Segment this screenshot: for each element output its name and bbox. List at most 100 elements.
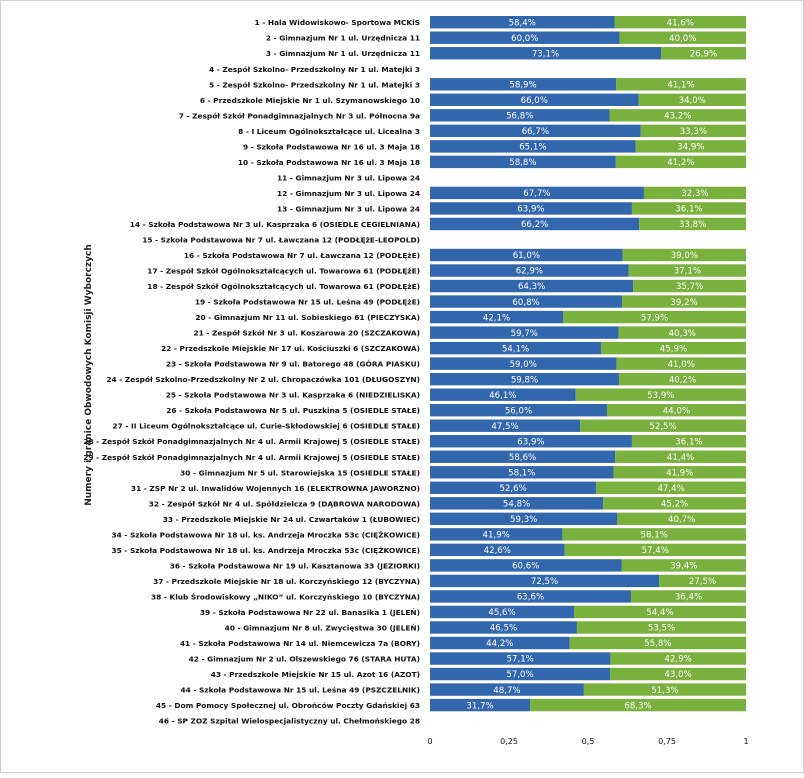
data-label-series-a: 62,9% bbox=[516, 267, 543, 277]
data-label-series-a: 66,0% bbox=[521, 96, 548, 106]
bar-segment-series-a bbox=[430, 326, 619, 339]
bar-segment-series-a bbox=[430, 419, 581, 432]
category-label: 28 - Zespół Szkół Ponadgimnazjalnych Nr … bbox=[83, 437, 420, 446]
bar-segment-series-b bbox=[616, 78, 746, 91]
bar-segment-series-a bbox=[430, 404, 607, 417]
bar-segment-series-b bbox=[615, 450, 746, 463]
category-label: 31 - ZSP Nr 2 ul. Inwalidów Wojennych 16… bbox=[131, 484, 420, 493]
category-label: 29 - Zespół Szkół Ponadgimnazjalnych Nr … bbox=[83, 453, 420, 462]
category-label: 39 - Szkoła Podstawowa Nr 22 ul. Banasik… bbox=[200, 608, 420, 617]
x-tick-label: 0,75 bbox=[658, 737, 676, 746]
category-label: 12 - Gimnazjum Nr 3 ul. Lipowa 24 bbox=[277, 189, 420, 198]
data-label-series-a: 73,1% bbox=[532, 49, 559, 59]
bar-segment-series-a bbox=[430, 543, 565, 557]
data-label-series-b: 44,0% bbox=[663, 406, 690, 416]
x-tick-label: 0,25 bbox=[500, 737, 518, 746]
bar-segment-series-b bbox=[596, 481, 746, 494]
category-label: 13 - Gimnazjum Nr 3 ul. Lipowa 24 bbox=[277, 204, 420, 213]
bar-segment-series-a bbox=[430, 93, 639, 106]
data-label-series-b: 45,9% bbox=[660, 344, 687, 354]
bar-segment-series-b bbox=[622, 295, 746, 308]
data-label-series-b: 43,0% bbox=[664, 670, 691, 680]
category-label: 25 - Szkoła Podstawowa Nr 3 ul. Kasprzak… bbox=[166, 391, 420, 400]
bar-segment-series-a bbox=[430, 357, 617, 370]
data-label-series-b: 36,4% bbox=[675, 593, 702, 603]
data-label-series-b: 43,2% bbox=[664, 112, 691, 122]
bar-segment-series-b bbox=[606, 404, 746, 417]
bar-segment-series-a bbox=[430, 341, 601, 355]
category-label: 20 - Gimnazjum Nr 11 ul. Sobieskiego 61 … bbox=[195, 313, 420, 322]
bars-group: 58,4% 41,6% 60,0% 40,0% 73,1% 26,9% 58,9% 41,1%… bbox=[430, 16, 746, 712]
bar-segment-series-b bbox=[613, 466, 746, 479]
category-label: 34 - Szkoła Podstawowa Nr 18 ul. ks. And… bbox=[111, 530, 420, 539]
data-label-series-a: 57,0% bbox=[506, 670, 533, 680]
bar-segment-series-b bbox=[639, 217, 746, 231]
bar-segment-series-a bbox=[430, 497, 604, 510]
bar-segment-series-b bbox=[621, 559, 746, 572]
category-label: 3 - Gimnazjum Nr 1 ul. Urzędnicza 11 bbox=[266, 49, 420, 58]
data-label-series-b: 35,7% bbox=[676, 282, 703, 292]
data-label-series-a: 66,2% bbox=[521, 220, 548, 230]
bar-segment-series-b bbox=[564, 543, 746, 557]
data-label-series-a: 58,8% bbox=[509, 158, 536, 168]
category-label: 10 - Szkoła Podstawowa Nr 16 ul. 3 Maja … bbox=[238, 158, 420, 167]
bar-segment-series-a bbox=[430, 186, 644, 200]
bar-segment-series-a bbox=[430, 202, 632, 215]
data-label-series-b: 41,0% bbox=[668, 360, 695, 370]
data-label-series-a: 56,8% bbox=[506, 112, 533, 122]
bar-segment-series-a bbox=[430, 109, 610, 122]
data-label-series-a: 44,2% bbox=[486, 639, 513, 649]
bar-segment-series-a bbox=[430, 574, 660, 588]
bar-segment-series-b bbox=[631, 435, 746, 448]
bar-segment-series-b bbox=[576, 621, 746, 634]
data-label-series-b: 37,1% bbox=[674, 267, 701, 277]
bar-segment-series-a bbox=[430, 652, 611, 665]
category-label: 23 - Szkoła Podstawowa Nr 9 ul. Batorego… bbox=[166, 360, 420, 369]
category-label: 42 - Gimnazjum Nr 2 ul. Olszewskiego 76 … bbox=[189, 655, 420, 664]
bar-segment-series-a bbox=[430, 559, 622, 572]
data-label-series-a: 65,1% bbox=[519, 143, 546, 153]
category-label: 2 - Gimnazjum Nr 1 ul. Urzędnicza 11 bbox=[266, 34, 420, 43]
bar-segment-series-b bbox=[643, 186, 746, 200]
data-label-series-b: 47,4% bbox=[657, 484, 684, 494]
category-label: 17 - Zespół Szkół Ogólnokształcących ul.… bbox=[147, 267, 420, 276]
data-label-series-b: 57,9% bbox=[641, 313, 668, 323]
data-label-series-a: 56,0% bbox=[505, 406, 532, 416]
data-label-series-b: 68,3% bbox=[624, 701, 651, 711]
bar-segment-series-b bbox=[640, 124, 746, 138]
x-tick-label: 0 bbox=[427, 737, 432, 746]
data-label-series-a: 57,1% bbox=[507, 655, 534, 665]
bar-segment-series-b bbox=[616, 357, 746, 370]
data-label-series-b: 39,0% bbox=[671, 251, 698, 261]
data-label-series-a: 59,3% bbox=[510, 515, 537, 525]
bar-segment-series-b bbox=[630, 590, 746, 603]
data-label-series-a: 31,7% bbox=[466, 701, 493, 711]
bar-segment-series-b bbox=[628, 264, 746, 277]
bar-segment-series-b bbox=[614, 16, 746, 29]
category-label: 33 - Przedszkole Miejskie Nr 24 ul. Czwa… bbox=[163, 515, 420, 524]
data-label-series-a: 59,7% bbox=[511, 329, 538, 339]
bar-segment-series-a bbox=[430, 248, 623, 262]
data-label-series-b: 42,9% bbox=[665, 655, 692, 665]
data-label-series-a: 60,8% bbox=[512, 298, 539, 308]
data-label-series-b: 33,3% bbox=[680, 127, 707, 137]
bar-segment-series-a bbox=[430, 217, 640, 231]
data-label-series-a: 54,8% bbox=[503, 500, 530, 510]
data-label-series-b: 32,3% bbox=[681, 189, 708, 199]
category-label: 22 - Przedszkole Miejskie Nr 17 ul. Kośc… bbox=[161, 344, 420, 353]
bar-segment-series-b bbox=[575, 388, 746, 401]
data-label-series-b: 53,9% bbox=[647, 391, 674, 401]
bar-segment-series-a bbox=[430, 636, 570, 650]
bar-segment-series-b bbox=[622, 248, 746, 262]
category-label: 38 - Klub Środowiskowy „NIKO” ul. Korczy… bbox=[151, 592, 420, 601]
data-label-series-b: 40,2% bbox=[669, 375, 696, 385]
bar-segment-series-a bbox=[430, 481, 597, 494]
data-label-series-a: 59,0% bbox=[510, 360, 537, 370]
data-label-series-a: 48,7% bbox=[493, 686, 520, 696]
bar-segment-series-a bbox=[430, 605, 575, 619]
data-label-series-a: 63,9% bbox=[517, 205, 544, 215]
category-label: 36 - Szkoła Podstawowa Nr 19 ul. Kasztan… bbox=[170, 561, 420, 570]
data-label-series-a: 72,5% bbox=[531, 577, 558, 587]
bar-segment-series-a bbox=[430, 78, 617, 91]
